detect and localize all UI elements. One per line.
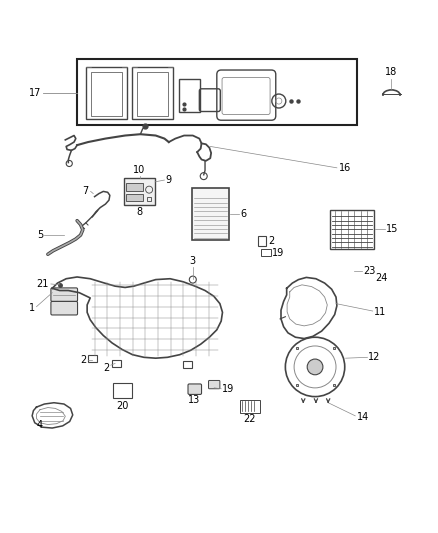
Bar <box>179 79 200 111</box>
Bar <box>132 67 173 119</box>
Text: 13: 13 <box>188 395 201 405</box>
Text: 7: 7 <box>82 185 88 196</box>
Text: 10: 10 <box>134 165 146 175</box>
Text: 19: 19 <box>272 248 285 258</box>
Text: 15: 15 <box>386 224 398 235</box>
Bar <box>113 383 132 398</box>
Bar <box>88 354 97 362</box>
Bar <box>192 188 229 240</box>
Bar <box>124 179 155 205</box>
Text: 9: 9 <box>166 175 172 184</box>
FancyBboxPatch shape <box>208 381 220 389</box>
Text: 2: 2 <box>104 363 110 373</box>
FancyBboxPatch shape <box>188 384 201 394</box>
Text: 16: 16 <box>339 163 351 173</box>
Text: 18: 18 <box>385 67 398 77</box>
Circle shape <box>307 359 323 375</box>
Bar <box>240 400 260 413</box>
Bar <box>258 236 266 246</box>
Text: 14: 14 <box>357 411 369 422</box>
Bar <box>137 72 168 116</box>
Text: 22: 22 <box>244 414 256 424</box>
Bar <box>127 183 143 191</box>
Text: 2: 2 <box>80 355 86 365</box>
Text: 2: 2 <box>268 236 274 246</box>
Text: 4: 4 <box>36 420 42 430</box>
Text: 21: 21 <box>36 279 49 289</box>
Bar <box>77 59 357 125</box>
Text: 12: 12 <box>368 352 381 362</box>
Bar <box>330 210 374 249</box>
Text: 20: 20 <box>117 400 129 410</box>
Bar <box>91 72 122 116</box>
FancyBboxPatch shape <box>51 288 78 302</box>
Bar <box>112 360 121 367</box>
Text: 24: 24 <box>375 273 388 283</box>
Text: 17: 17 <box>29 88 41 98</box>
Text: 3: 3 <box>190 256 196 265</box>
Bar <box>261 249 271 256</box>
Text: 11: 11 <box>374 307 386 317</box>
Bar <box>183 361 192 368</box>
Text: 6: 6 <box>240 209 246 219</box>
Bar <box>86 67 127 119</box>
Text: 5: 5 <box>37 230 43 240</box>
Bar <box>127 194 143 201</box>
Text: 8: 8 <box>137 207 143 217</box>
Text: 19: 19 <box>222 384 234 394</box>
Text: 1: 1 <box>28 303 35 313</box>
FancyBboxPatch shape <box>51 302 78 315</box>
Text: 23: 23 <box>363 266 375 276</box>
